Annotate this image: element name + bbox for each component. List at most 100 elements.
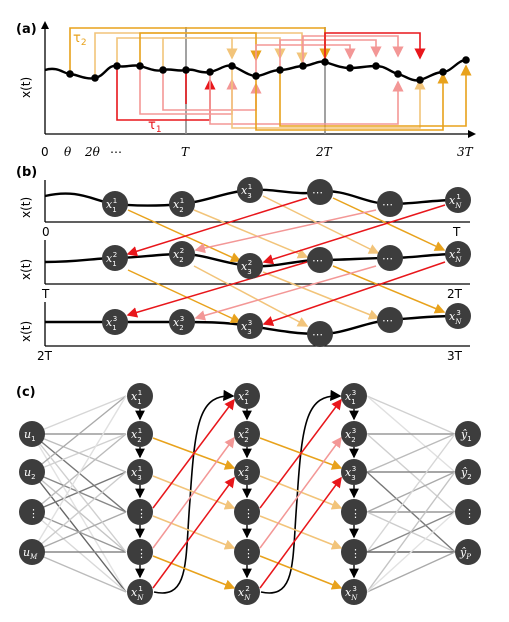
node-u-dots: ⋮: [19, 499, 45, 525]
node-c-x3-1: x31: [127, 459, 153, 485]
cross-connections: [152, 398, 343, 590]
xtick-2T: 2T: [315, 145, 333, 159]
tau1-label: τ1: [148, 118, 162, 135]
svg-text:⋯: ⋯: [382, 252, 393, 265]
svg-text:⋮: ⋮: [136, 547, 147, 560]
node-xN-3: xN3: [445, 303, 471, 329]
panel-a-samples: [66, 56, 470, 84]
row2-left-label: T: [41, 287, 50, 301]
svg-text:x13: x13: [345, 389, 356, 406]
tau1-brackets: [116, 64, 472, 131]
panel-a: (a) x(t): [16, 21, 476, 159]
svg-text:xN3: xN3: [345, 585, 358, 602]
node-ellipsis-3a: ⋯: [307, 321, 333, 347]
svg-text:⋮: ⋮: [28, 507, 39, 520]
svg-text:ŷ1: ŷ1: [460, 428, 472, 443]
layer3-nodes: x13 x23 x33 ⋮ ⋮ xN3: [341, 383, 367, 605]
xtick-dots: ⋯: [110, 145, 122, 159]
tau2-brackets: [69, 27, 426, 78]
node-c-xN-3: xN3: [341, 579, 367, 605]
output-connections: [366, 395, 456, 593]
svg-text:x11: x11: [106, 197, 117, 214]
node-c-x2-3: x23: [341, 421, 367, 447]
node-c-dots-1a: ⋮: [127, 499, 153, 525]
xtick-T: T: [181, 145, 190, 159]
panel-b-row2-nodes: x12 x22 x32 ⋯ ⋯ xN2: [102, 241, 471, 279]
svg-text:⋮: ⋮: [243, 547, 254, 560]
node-c-x1-3: x13: [341, 383, 367, 409]
node-yP: ŷP: [455, 539, 481, 565]
node-xN-1: xN1: [445, 187, 471, 213]
panel-b-ylabel-3: x(t): [19, 321, 33, 342]
panel-a-x-arrowhead: [468, 130, 476, 138]
panel-b-row3-nodes: x13 x23 x33 ⋯ ⋯ xN3: [102, 303, 471, 347]
svg-text:xN3: xN3: [449, 309, 462, 326]
svg-text:⋮: ⋮: [243, 507, 254, 520]
xtick-2theta: 2θ: [84, 145, 101, 159]
panel-b-label: (b): [16, 165, 37, 180]
svg-text:⋮: ⋮: [350, 507, 361, 520]
node-c-xN-2: xN2: [234, 579, 260, 605]
row1-left-label: 0: [42, 225, 50, 239]
feedback-loops: [153, 389, 342, 594]
panel-b: (b) x(t) x(t) x(t) 0 T T 2T 2T 3T: [16, 165, 471, 363]
panel-a-xticks: 0 θ 2θ ⋯ T 2T 3T: [41, 145, 474, 159]
layer1-nodes: x11 x21 x31 ⋮ ⋮ xN1: [127, 383, 153, 605]
node-xN-2: xN2: [445, 241, 471, 267]
row1-right-label: T: [452, 225, 461, 239]
svg-text:⋯: ⋯: [382, 314, 393, 327]
node-y2: ŷ2: [455, 459, 481, 485]
svg-text:u1: u1: [24, 428, 36, 443]
svg-text:x32: x32: [238, 465, 249, 482]
svg-text:⋮: ⋮: [464, 507, 475, 520]
svg-text:x21: x21: [173, 197, 184, 214]
svg-text:x12: x12: [106, 251, 117, 268]
node-x1-1: x11: [102, 191, 128, 217]
node-c-dots-1b: ⋮: [127, 539, 153, 565]
node-y-dots: ⋮: [455, 499, 481, 525]
svg-text:x21: x21: [131, 427, 142, 444]
node-c-dots-3a: ⋮: [341, 499, 367, 525]
svg-text:⋯: ⋯: [382, 198, 393, 211]
node-c-x1-1: x11: [127, 383, 153, 409]
panel-a-y-arrowhead: [41, 21, 49, 29]
node-ellipsis-2a: ⋯: [307, 247, 333, 273]
svg-text:uM: uM: [23, 546, 38, 561]
svg-text:x22: x22: [173, 247, 184, 264]
panel-b-time-labels: 0 T T 2T 2T 3T: [37, 225, 463, 363]
panel-b-axes: [44, 180, 470, 347]
svg-text:x33: x33: [241, 319, 252, 336]
input-connections: [31, 395, 127, 593]
panel-b-row1-nodes: x11 x21 x31 ⋯ ⋯ xN1: [102, 177, 471, 217]
xtick-0: 0: [41, 145, 49, 159]
node-c-dots-3b: ⋮: [341, 539, 367, 565]
panel-b-ylabel-2: x(t): [19, 259, 33, 280]
node-c-x1-2: x12: [234, 383, 260, 409]
node-u1: u1: [19, 421, 45, 447]
node-ellipsis-1a: ⋯: [307, 179, 333, 205]
svg-text:x12: x12: [238, 389, 249, 406]
svg-text:⋮: ⋮: [136, 507, 147, 520]
svg-text:x32: x32: [241, 259, 252, 276]
row2-right-label: 2T: [447, 287, 463, 301]
node-uM: uM: [19, 539, 45, 565]
svg-text:xN2: xN2: [238, 585, 251, 602]
svg-text:⋯: ⋯: [312, 328, 323, 341]
svg-text:x23: x23: [173, 315, 184, 332]
xtick-theta: θ: [64, 145, 72, 159]
output-nodes: ŷ1 ŷ2 ⋮ ŷP: [455, 421, 481, 565]
tau2-label: τ2: [73, 31, 87, 48]
node-c-dots-2b: ⋮: [234, 539, 260, 565]
svg-text:x31: x31: [131, 465, 142, 482]
node-c-dots-2a: ⋮: [234, 499, 260, 525]
panel-b-ylabel-1: x(t): [19, 197, 33, 218]
svg-text:⋯: ⋯: [312, 186, 323, 199]
svg-text:xN2: xN2: [449, 247, 462, 264]
svg-text:u2: u2: [24, 466, 36, 481]
node-ellipsis-3b: ⋯: [377, 307, 403, 333]
node-x1-2: x12: [102, 245, 128, 271]
svg-text:⋯: ⋯: [312, 254, 323, 267]
svg-text:x23: x23: [345, 427, 356, 444]
svg-text:x31: x31: [241, 183, 252, 200]
